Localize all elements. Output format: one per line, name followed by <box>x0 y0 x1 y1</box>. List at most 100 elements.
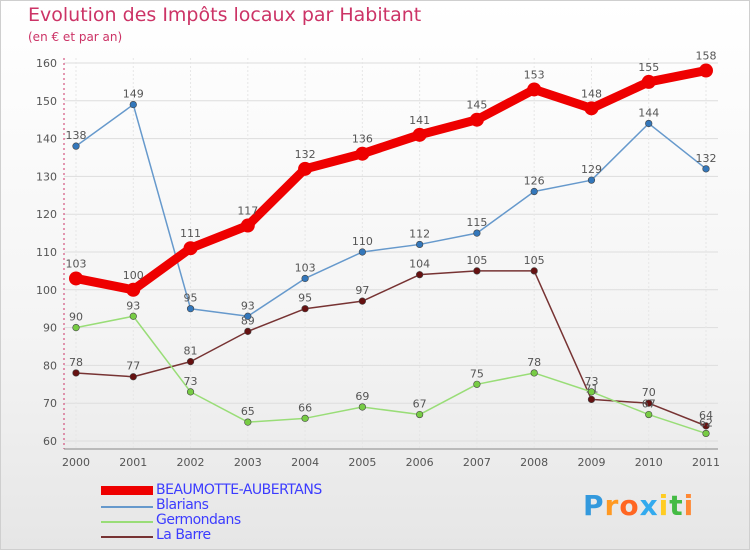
data-point <box>416 240 424 249</box>
x-tick-label: 2000 <box>62 456 90 469</box>
series-line <box>75 315 707 435</box>
data-point <box>645 410 653 419</box>
data-point <box>416 410 424 419</box>
data-label: 70 <box>642 386 656 399</box>
y-tick-label: 70 <box>43 397 57 410</box>
data-point <box>129 312 137 320</box>
data-label: 149 <box>123 88 144 101</box>
x-tick-label: 2008 <box>520 456 548 469</box>
data-point <box>358 297 366 305</box>
x-tick-label: 2005 <box>348 456 376 469</box>
data-point <box>699 63 713 78</box>
data-label: 75 <box>470 367 484 380</box>
data-point <box>587 395 596 404</box>
data-point <box>186 388 195 396</box>
data-point <box>530 267 538 275</box>
legend-label: Blarians <box>156 497 209 513</box>
series-line <box>75 270 707 427</box>
data-point <box>129 373 137 381</box>
y-tick-label: 150 <box>36 95 57 108</box>
data-point <box>240 218 255 233</box>
data-label: 153 <box>524 68 545 81</box>
data-point <box>587 176 596 184</box>
legend-swatch <box>101 506 153 508</box>
proxiti-logo: Proxiti <box>583 489 694 522</box>
data-point <box>527 82 542 97</box>
x-tick-label: 2007 <box>463 456 491 469</box>
data-label: 132 <box>696 152 717 165</box>
data-point <box>530 187 538 196</box>
x-tick-label: 2003 <box>234 456 262 469</box>
data-point <box>473 229 481 237</box>
y-tick-label: 160 <box>36 57 57 70</box>
data-point <box>244 312 252 320</box>
data-label: 90 <box>69 311 83 324</box>
data-label: 104 <box>409 258 430 271</box>
y-tick-label: 60 <box>43 435 57 448</box>
data-point <box>584 101 599 116</box>
data-point <box>72 324 80 332</box>
chart-title: Evolution des Impôts locaux par Habitant <box>28 4 422 26</box>
logo-letter: o <box>619 489 640 522</box>
data-label: 126 <box>524 175 545 188</box>
data-point <box>358 403 366 411</box>
legend-label: Germondans <box>156 512 241 528</box>
data-label: 100 <box>123 269 144 282</box>
data-label: 129 <box>581 163 602 176</box>
data-label: 141 <box>409 114 430 127</box>
data-point <box>301 305 309 313</box>
data-point <box>69 271 83 286</box>
data-label: 69 <box>355 390 369 403</box>
data-label: 62 <box>699 416 713 429</box>
data-point <box>416 271 424 279</box>
logo-letter: i <box>658 489 670 522</box>
data-point <box>186 358 195 366</box>
data-label: 81 <box>184 345 198 358</box>
logo-letter: x <box>639 489 659 522</box>
data-label: 95 <box>184 292 198 305</box>
data-label: 73 <box>184 375 198 388</box>
data-label: 112 <box>409 227 430 240</box>
x-tick-label: 2009 <box>577 456 605 469</box>
logo-letter: r <box>604 489 620 522</box>
x-tick-label: 2002 <box>177 456 205 469</box>
data-point <box>301 274 309 283</box>
data-label: 117 <box>237 205 258 218</box>
data-point <box>469 112 484 127</box>
data-point <box>186 305 195 313</box>
data-label: 78 <box>527 356 541 369</box>
data-label: 136 <box>352 133 373 146</box>
series-line <box>75 103 707 318</box>
data-label: 155 <box>638 61 659 74</box>
data-point <box>72 369 80 377</box>
data-label: 110 <box>352 235 373 248</box>
data-point <box>298 161 313 176</box>
data-label: 138 <box>66 129 87 142</box>
legend-label: La Barre <box>156 527 211 543</box>
y-tick-label: 100 <box>36 284 57 297</box>
series-line <box>71 66 711 295</box>
logo-letter: t <box>669 489 684 522</box>
data-label: 95 <box>298 292 312 305</box>
logo-letter: i <box>683 489 695 522</box>
legend-label: BEAUMOTTE-AUBERTANS <box>156 482 322 498</box>
y-tick-label: 80 <box>43 359 57 372</box>
y-tick-label: 130 <box>36 170 57 183</box>
data-point <box>702 422 710 430</box>
legend-swatch <box>101 536 153 538</box>
data-label: 77 <box>126 360 140 373</box>
data-label: 65 <box>241 405 255 418</box>
data-label: 148 <box>581 87 602 100</box>
data-point <box>702 429 710 438</box>
data-point <box>645 399 653 407</box>
data-label: 67 <box>642 398 656 411</box>
data-label: 144 <box>638 106 659 119</box>
data-point <box>641 74 656 89</box>
data-label: 93 <box>126 299 140 312</box>
data-label: 103 <box>295 261 316 274</box>
data-point <box>645 119 653 128</box>
data-point <box>126 282 141 297</box>
legend-swatch <box>101 486 153 495</box>
data-label: 105 <box>524 254 545 267</box>
